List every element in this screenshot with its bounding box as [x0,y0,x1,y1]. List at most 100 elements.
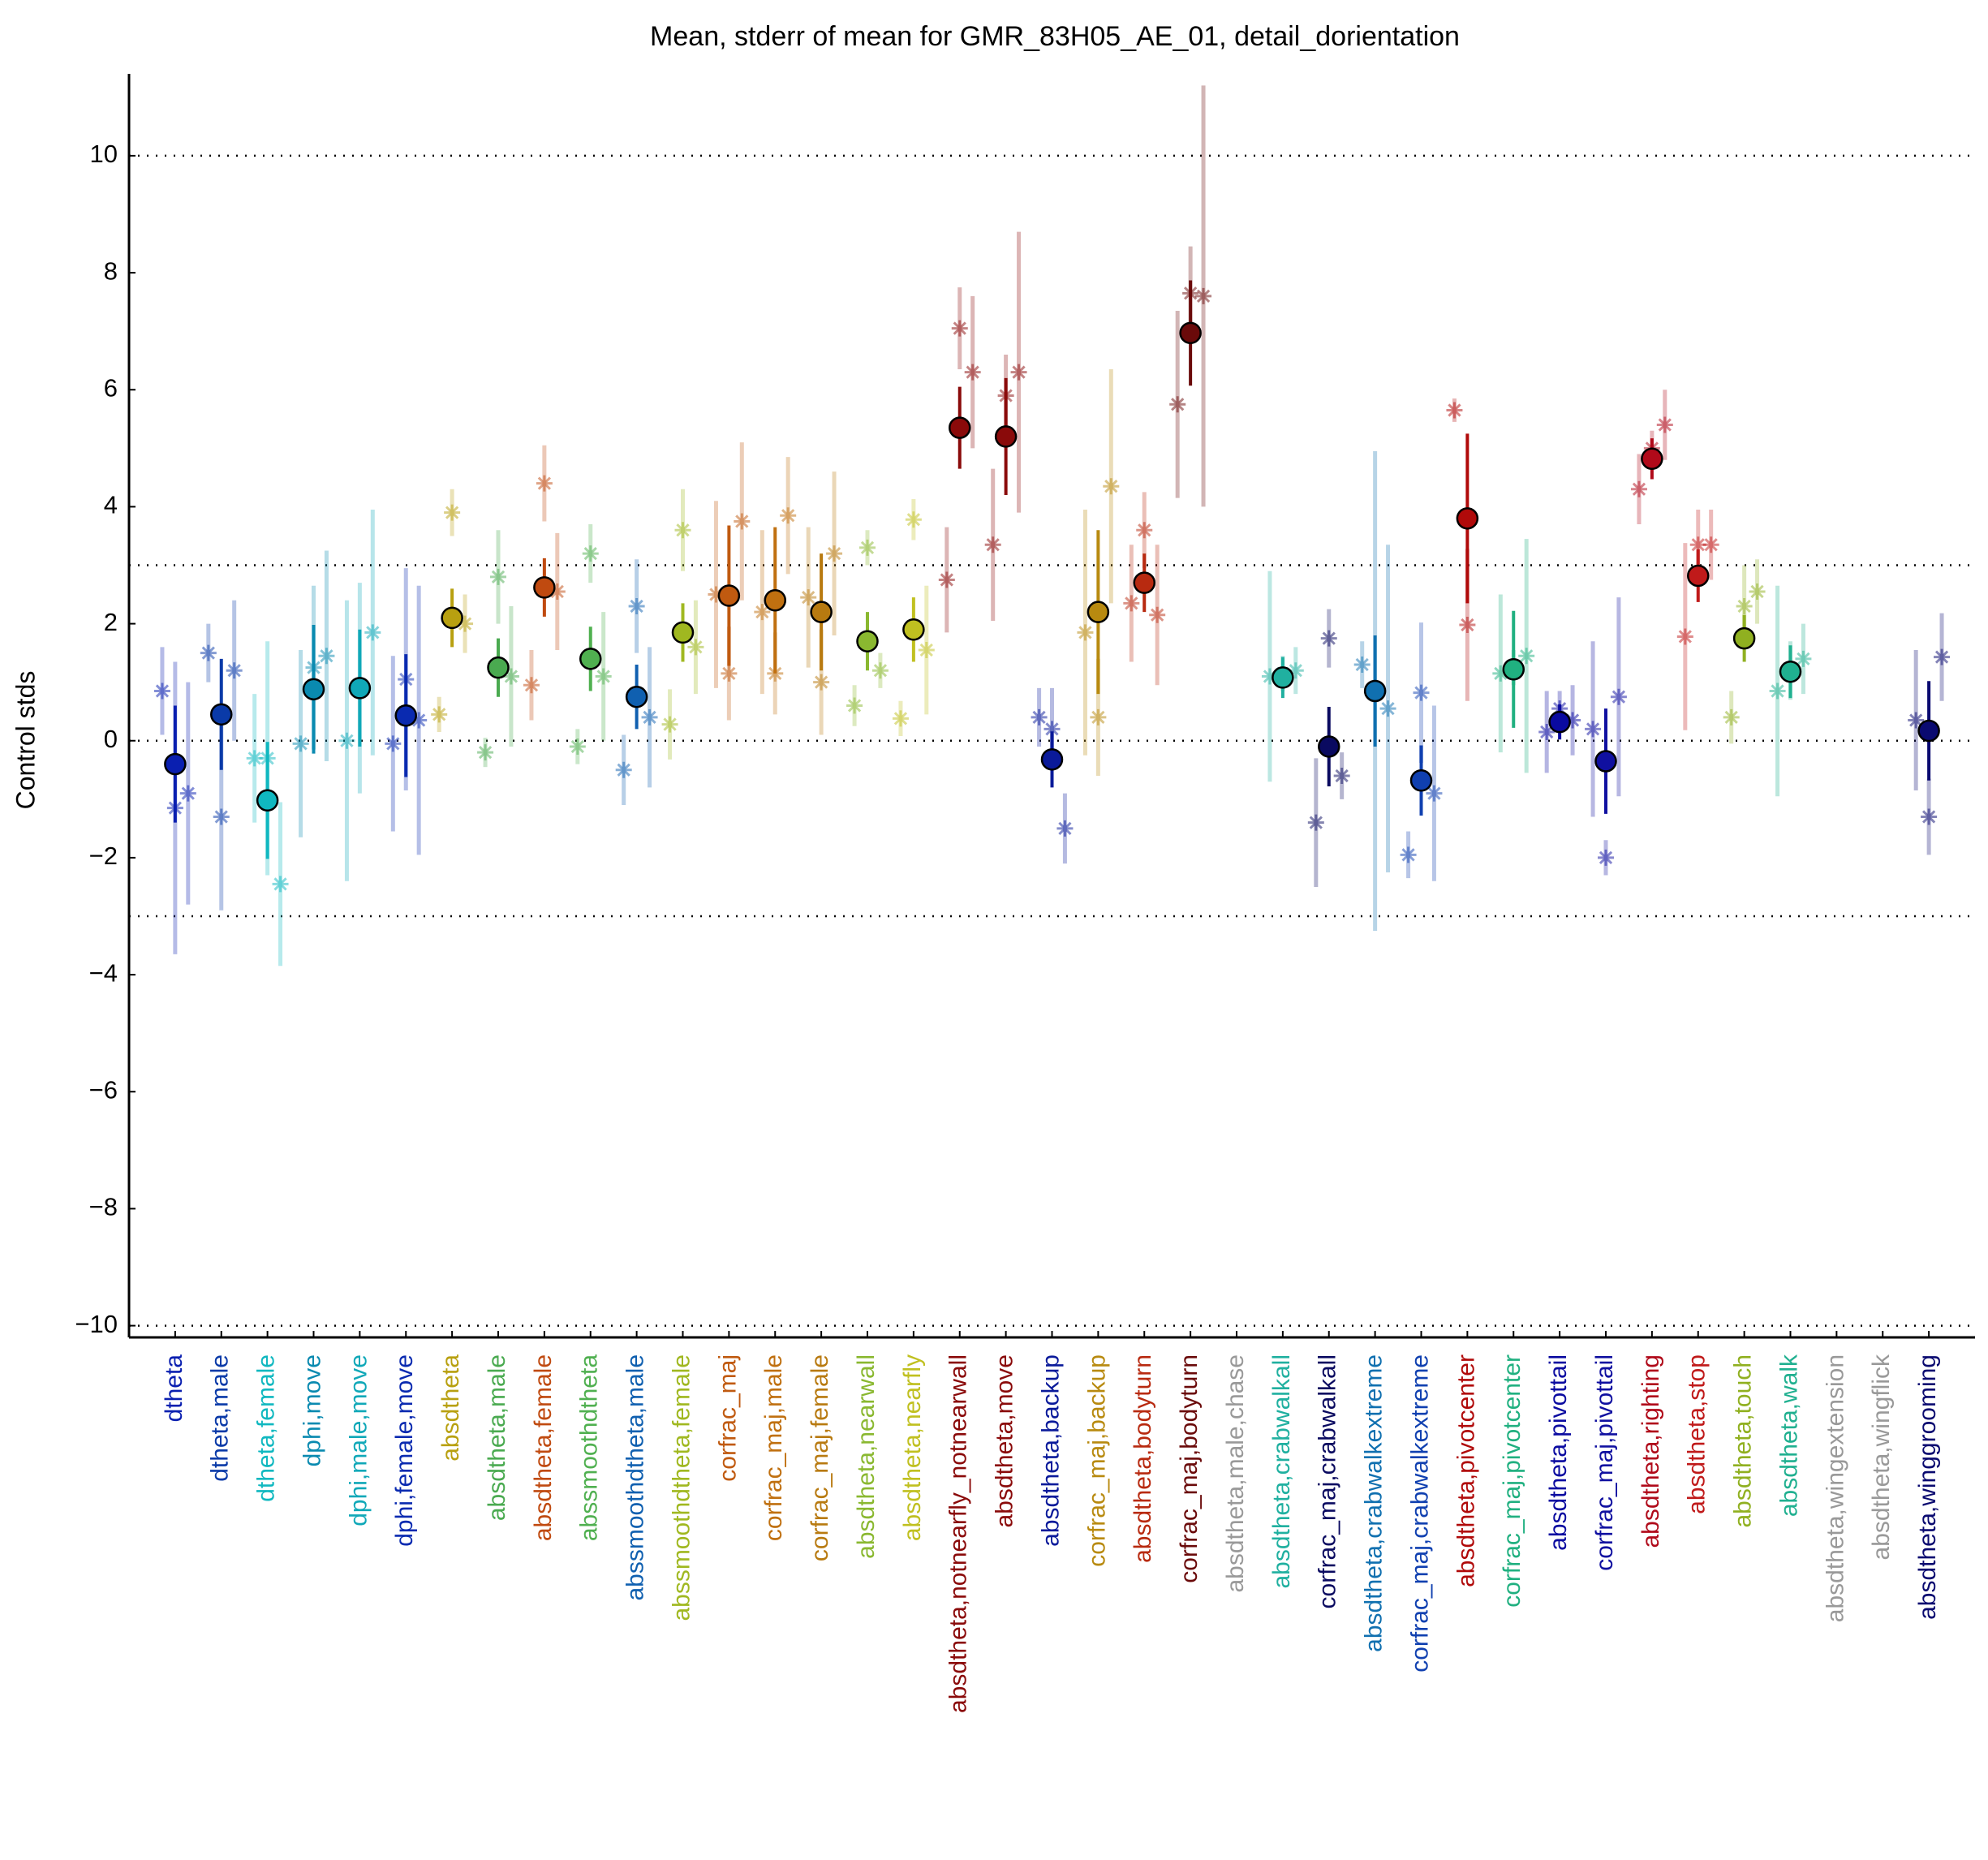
replicate-marker [595,668,612,685]
replicate-marker [1195,287,1212,304]
x-tick-label: corfrac_maj,pivotcenter [1499,1354,1525,1608]
replicate-marker [444,504,461,521]
x-tick-label: corfrac_maj [714,1354,741,1482]
x-tick-label: absdtheta,crabwalkall [1268,1354,1295,1589]
replicate-marker [1307,814,1324,831]
replicate-marker [734,513,751,530]
mean-marker [210,703,233,726]
chart-title: Mean, stderr of mean for GMR_83H05_AE_01… [650,21,1460,52]
x-tick-label: corfrac_maj,backup [1083,1354,1110,1567]
y-tick-label: −4 [89,958,118,987]
replicate-marker [1610,688,1627,705]
replicate-marker [1010,364,1027,381]
replicate-marker [871,662,889,679]
replicate-marker [292,735,309,752]
replicate-marker [1446,402,1463,419]
mean-marker [487,656,510,679]
replicate-marker [431,706,448,723]
replicate-marker [859,539,876,556]
replicate-marker [338,732,355,749]
replicate-marker [1090,708,1107,725]
replicate-marker [536,475,553,492]
replicate-marker [457,615,474,632]
mean-marker [810,601,833,623]
replicate-marker [708,586,725,603]
x-tick-label: absdtheta,crabwalkextreme [1361,1354,1388,1652]
replicate-marker [1103,478,1120,495]
mean-marker [856,630,879,652]
replicate-marker [1400,846,1417,863]
x-tick-label: absdtheta,nearwall [853,1354,880,1559]
y-tick-label: 4 [104,491,118,519]
x-tick-label: abssmoothdtheta,female [668,1354,695,1621]
replicate-marker [1426,785,1443,802]
replicate-marker [1585,721,1602,738]
replicate-marker [179,785,196,802]
replicate-marker [1353,657,1371,674]
y-tick-label: −2 [89,842,118,870]
x-tick-label: dphi,female,move [391,1354,418,1547]
x-tick-label: absdtheta,move [992,1354,1018,1527]
y-tick-label: 10 [90,140,118,168]
replicate-marker [1287,662,1304,679]
replicate-marker [1043,721,1061,738]
x-tick-label: absdtheta,bodyturn [1130,1354,1156,1563]
x-tick-label: dtheta,female [253,1354,280,1502]
mean-marker [348,677,372,700]
mean-marker [394,704,417,727]
y-tick-label: 6 [104,373,118,402]
replicate-marker [1702,536,1719,553]
replicate-marker [1056,820,1074,837]
replicate-marker [1749,583,1766,600]
replicate-marker [490,568,506,585]
mean-marker [441,606,463,630]
x-tick-label: absdtheta,backup [1037,1354,1064,1547]
replicate-marker [502,668,519,685]
replicate-marker [628,597,645,614]
replicate-marker [780,507,797,524]
mean-marker [533,576,556,599]
replicate-marker [846,697,863,714]
x-tick-label: absdtheta,winggrooming [1914,1354,1941,1620]
x-tick-label: abssmoothdtheta,male [622,1354,649,1601]
x-tick-label: corfrac_maj,male [760,1354,787,1541]
replicate-marker [1598,849,1614,866]
replicate-marker [477,744,494,761]
mean-marker [164,752,187,776]
replicate-marker [1538,723,1556,740]
replicate-marker [385,735,402,752]
replicate-marker [1908,712,1925,729]
replicate-marker [661,716,678,733]
mean-marker [949,416,971,439]
replicate-marker [1492,665,1509,682]
mean-marker [1687,564,1710,588]
y-tick-label: 2 [104,608,118,636]
x-tick-label: corfrac_maj,bodyturn [1176,1354,1203,1583]
mean-marker [902,618,925,641]
mean-marker [1133,571,1155,594]
replicate-marker [641,708,658,725]
x-tick-label: absdtheta [437,1354,464,1462]
mean-marker [1272,666,1294,689]
replicate-marker [951,320,968,337]
x-tick-label: dtheta,male [207,1354,234,1482]
replicate-marker [1333,768,1350,784]
replicate-marker [246,750,263,767]
replicate-marker [1459,617,1476,634]
replicate-marker [1136,522,1153,539]
y-tick-label: −6 [89,1075,118,1104]
replicate-marker [1736,597,1753,614]
replicate-marker [582,545,599,562]
mean-marker [625,685,648,708]
mean-marker [1087,601,1110,623]
replicate-marker [1261,668,1278,685]
x-tick-label: absdtheta,walk [1775,1354,1802,1517]
replicate-marker [984,536,1001,553]
replicate-marker [1564,712,1581,729]
mean-marker [671,621,695,644]
x-tick-label: corfrac_maj,crabwalkall [1315,1354,1341,1608]
replicate-marker [1169,396,1186,413]
replicate-marker [687,639,704,656]
mean-marker [1594,750,1617,773]
